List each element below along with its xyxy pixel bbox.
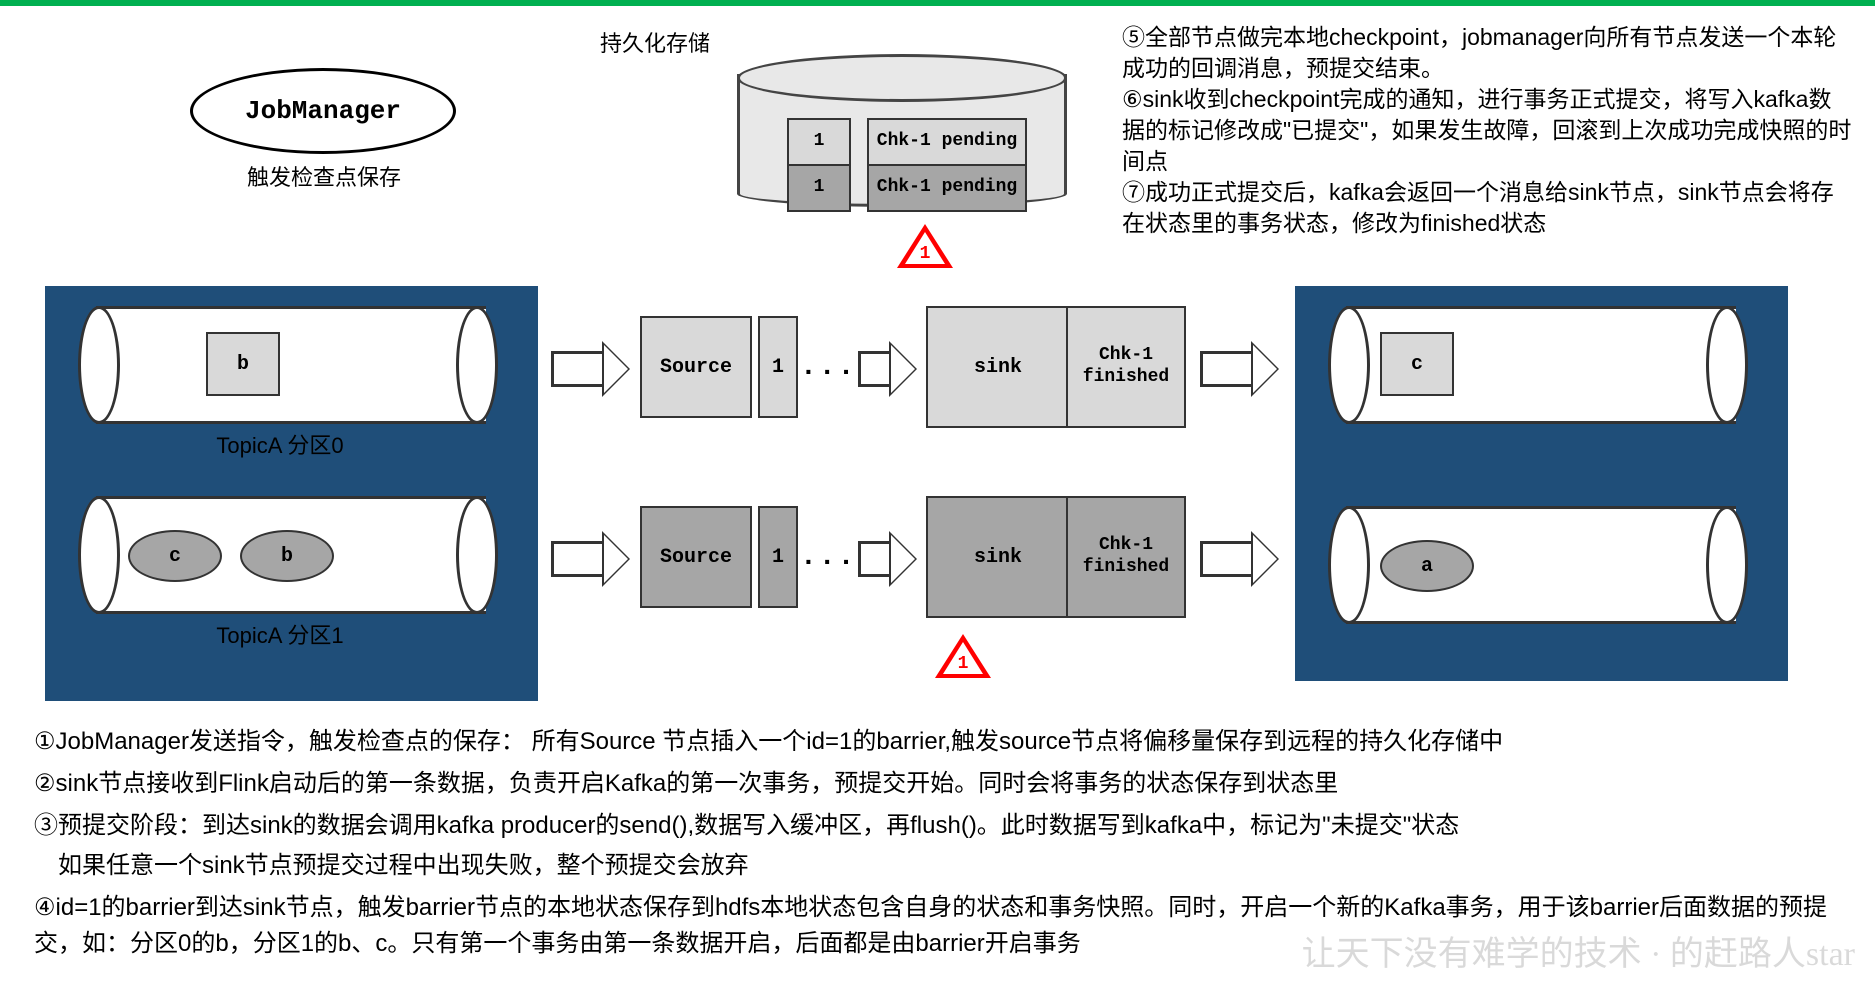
left-pipe-1: c b	[78, 496, 498, 614]
left-pipe-1-item-0: c	[128, 530, 222, 582]
sink-0: sink	[926, 306, 1070, 428]
source-1-id: 1	[758, 506, 798, 608]
storage-cell-state-0: Chk-1 pending	[867, 118, 1027, 166]
watermark: 让天下没有难学的技术 · 的赶路人star	[1302, 926, 1855, 975]
step-5: ⑤全部节点做完本地checkpoint，jobmanager向所有节点发送一个本…	[1122, 22, 1852, 84]
source-1: Source	[640, 506, 752, 608]
sink-1-state: Chk-1 finished	[1066, 496, 1186, 618]
storage-cylinder: 1 Chk-1 pending 1 Chk-1 pending	[737, 54, 1067, 204]
right-pipe-0: c	[1328, 306, 1748, 424]
step-3: ③预提交阶段：到达sink的数据会调用kafka producer的send()…	[34, 808, 1854, 844]
jobmanager-node: JobManager	[190, 68, 456, 154]
sink-1: sink	[926, 496, 1070, 618]
barrier-marker-top: 1	[897, 224, 953, 268]
left-pipe-0: b	[78, 306, 498, 424]
arrow-r0	[1200, 341, 1277, 397]
left-pipe-1-label: TopicA 分区1	[170, 618, 390, 650]
source-0: Source	[640, 316, 752, 418]
step-3b: 如果任意一个sink节点预提交过程中出现失败，整个预提交会放弃	[34, 848, 1854, 884]
step-7: ⑦成功正式提交后，kafka会返回一个消息给sink节点，sink节点会将存在状…	[1122, 177, 1852, 239]
storage-cell-id-1: 1	[787, 164, 851, 212]
step-2: ②sink节点接收到Flink启动后的第一条数据，负责开启Kafka的第一次事务…	[34, 766, 1854, 802]
storage-cell-state-1: Chk-1 pending	[867, 164, 1027, 212]
barrier-label-2: 1	[955, 654, 971, 674]
arrow-l1	[551, 531, 628, 587]
arrow-l0	[551, 341, 628, 397]
storage-title: 持久化存储	[600, 26, 710, 58]
jobmanager-subtitle: 触发检查点保存	[247, 160, 401, 192]
arrow-r1	[1200, 531, 1277, 587]
arrow-m1	[858, 531, 915, 587]
right-pipe-0-item-0: c	[1380, 332, 1454, 396]
right-pipe-1: a	[1328, 506, 1748, 624]
left-pipe-1-item-1: b	[240, 530, 334, 582]
diagram-canvas: JobManager 触发检查点保存 持久化存储 1 Chk-1 pending…	[0, 0, 1875, 987]
step-6: ⑥sink收到checkpoint完成的通知，进行事务正式提交，将写入kafka…	[1122, 84, 1852, 177]
step-1: ①JobManager发送指令，触发检查点的保存： 所有Source 节点插入一…	[34, 724, 1854, 760]
left-pipe-0-item-0: b	[206, 332, 280, 396]
right-pipe-1-item-0: a	[1380, 540, 1474, 592]
jobmanager-label: JobManager	[245, 96, 401, 126]
steps-top-right: ⑤全部节点做完本地checkpoint，jobmanager向所有节点发送一个本…	[1122, 22, 1852, 239]
barrier-label: 1	[917, 244, 933, 264]
source-0-id: 1	[758, 316, 798, 418]
barrier-marker-bottom: 1	[935, 634, 991, 678]
storage-cell-id-0: 1	[787, 118, 851, 166]
sink-0-state: Chk-1 finished	[1066, 306, 1186, 428]
left-pipe-0-label: TopicA 分区0	[170, 428, 390, 460]
arrow-m0	[858, 341, 915, 397]
